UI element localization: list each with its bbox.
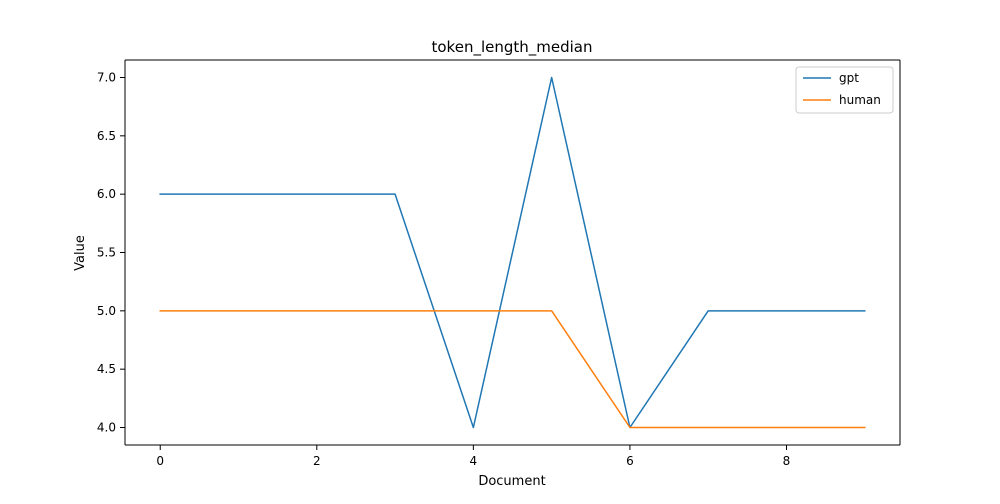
- y-axis-ticks: 4.0 4.5 5.0 5.5 6.0 6.5 7.0: [97, 71, 125, 435]
- series-line-human: [159, 310, 866, 429]
- y-tick-label: 7.0: [97, 71, 116, 85]
- x-tick-label: 6: [626, 454, 634, 468]
- legend-label-human: human: [839, 93, 881, 107]
- y-tick-label: 4.5: [97, 362, 116, 376]
- y-tick-label: 6.5: [97, 129, 116, 143]
- x-tick-label: 2: [313, 454, 321, 468]
- x-tick-label: 0: [156, 454, 164, 468]
- x-axis-ticks: 0 2 4 6 8: [156, 445, 790, 468]
- x-tick-label: 4: [470, 454, 478, 468]
- legend-label-gpt: gpt: [839, 71, 859, 85]
- y-tick-label: 5.0: [97, 304, 116, 318]
- series-line-gpt: [159, 76, 866, 429]
- chart-title: token_length_median: [432, 38, 593, 57]
- x-axis-label: Document: [478, 474, 545, 489]
- y-tick-label: 4.0: [97, 421, 116, 435]
- x-tick-label: 8: [783, 454, 791, 468]
- series-layer: [159, 76, 866, 429]
- y-tick-label: 5.5: [97, 246, 116, 260]
- y-axis-label: Value: [73, 235, 88, 271]
- legend: gpt human: [795, 66, 894, 114]
- y-tick-label: 6.0: [97, 187, 116, 201]
